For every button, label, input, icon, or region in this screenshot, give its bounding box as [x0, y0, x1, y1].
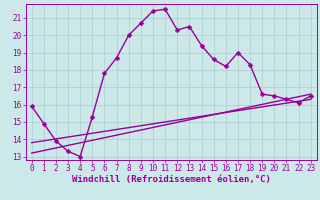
X-axis label: Windchill (Refroidissement éolien,°C): Windchill (Refroidissement éolien,°C) [72, 175, 271, 184]
